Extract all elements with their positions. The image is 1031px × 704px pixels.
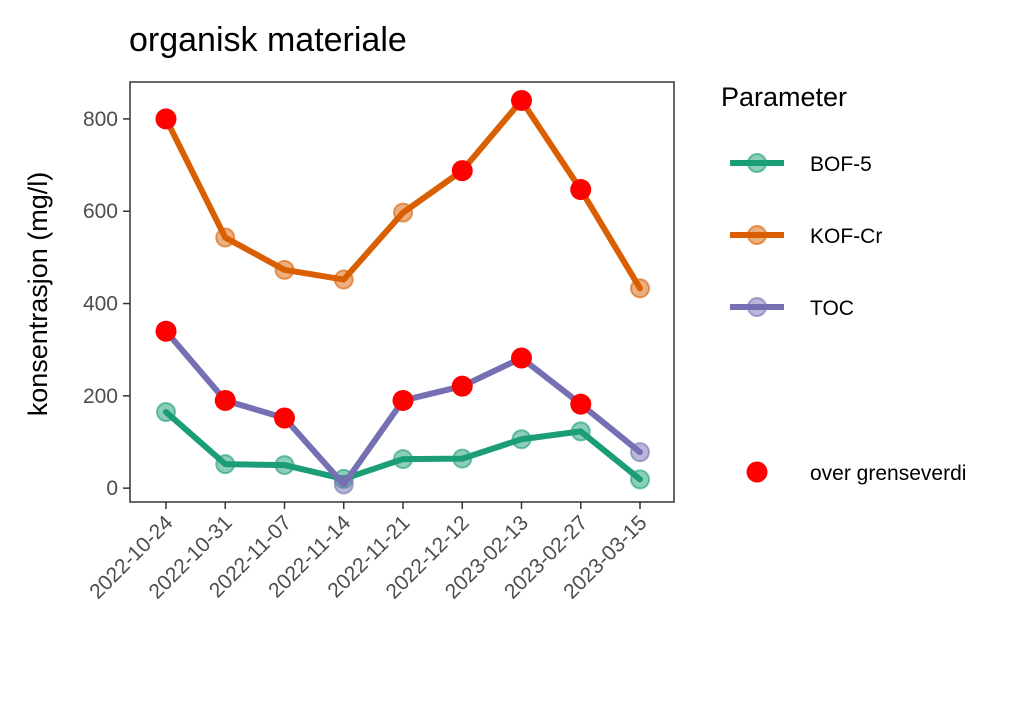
legend-label: KOF-Cr [810, 225, 882, 248]
data-point [630, 469, 650, 490]
data-point [156, 402, 176, 422]
y-tick-label: 200 [83, 385, 118, 408]
plot-area: 02004006008002022-10-242022-10-312022-11… [83, 81, 675, 603]
legend-item-BOF-5: BOF-5 [730, 153, 872, 176]
y-tick-label: 600 [83, 200, 118, 223]
legend-key-point [747, 297, 767, 317]
data-point [333, 269, 354, 290]
data-point [511, 429, 532, 450]
legend-key-point [747, 225, 767, 245]
legend: Parameter BOF-5 KOF-Cr TOC over grenseverdi [721, 82, 966, 485]
y-tick-label: 0 [106, 477, 118, 500]
exceed-point [570, 393, 592, 415]
data-point [630, 278, 650, 299]
legend-item-exceed: over grenseverdi [746, 461, 966, 485]
exceed-point [511, 347, 532, 369]
y-tick-label: 800 [83, 108, 118, 131]
exceed-point [155, 320, 177, 342]
legend-label: BOF-5 [810, 153, 872, 176]
data-point [215, 227, 236, 248]
legend-key-exceed [746, 461, 768, 483]
data-point [393, 449, 413, 470]
exceed-point [511, 89, 532, 111]
exceed-point [155, 108, 177, 130]
legend-label: TOC [810, 297, 854, 320]
exceed-point [392, 389, 414, 411]
legend-key-point [747, 153, 767, 173]
data-point [274, 259, 295, 280]
exceed-point [451, 375, 473, 397]
data-point [274, 455, 295, 476]
data-point [570, 421, 591, 442]
data-point [630, 442, 650, 463]
legend-item-TOC: TOC [730, 297, 854, 320]
exceed-point [214, 389, 236, 411]
data-point [452, 448, 473, 469]
exceed-point [451, 160, 473, 182]
data-point [393, 202, 413, 223]
data-point [215, 454, 236, 475]
legend-item-KOF-Cr: KOF-Cr [730, 225, 882, 248]
data-point [333, 474, 354, 495]
y-tick-label: 400 [83, 293, 118, 316]
exceed-point [570, 179, 592, 201]
legend-title: Parameter [721, 82, 847, 112]
y-axis-label: konsentrasjon (mg/l) [23, 172, 53, 417]
legend-label: over grenseverdi [810, 462, 966, 485]
exceed-point [274, 407, 295, 429]
chart-title: organisk materiale [129, 21, 407, 59]
